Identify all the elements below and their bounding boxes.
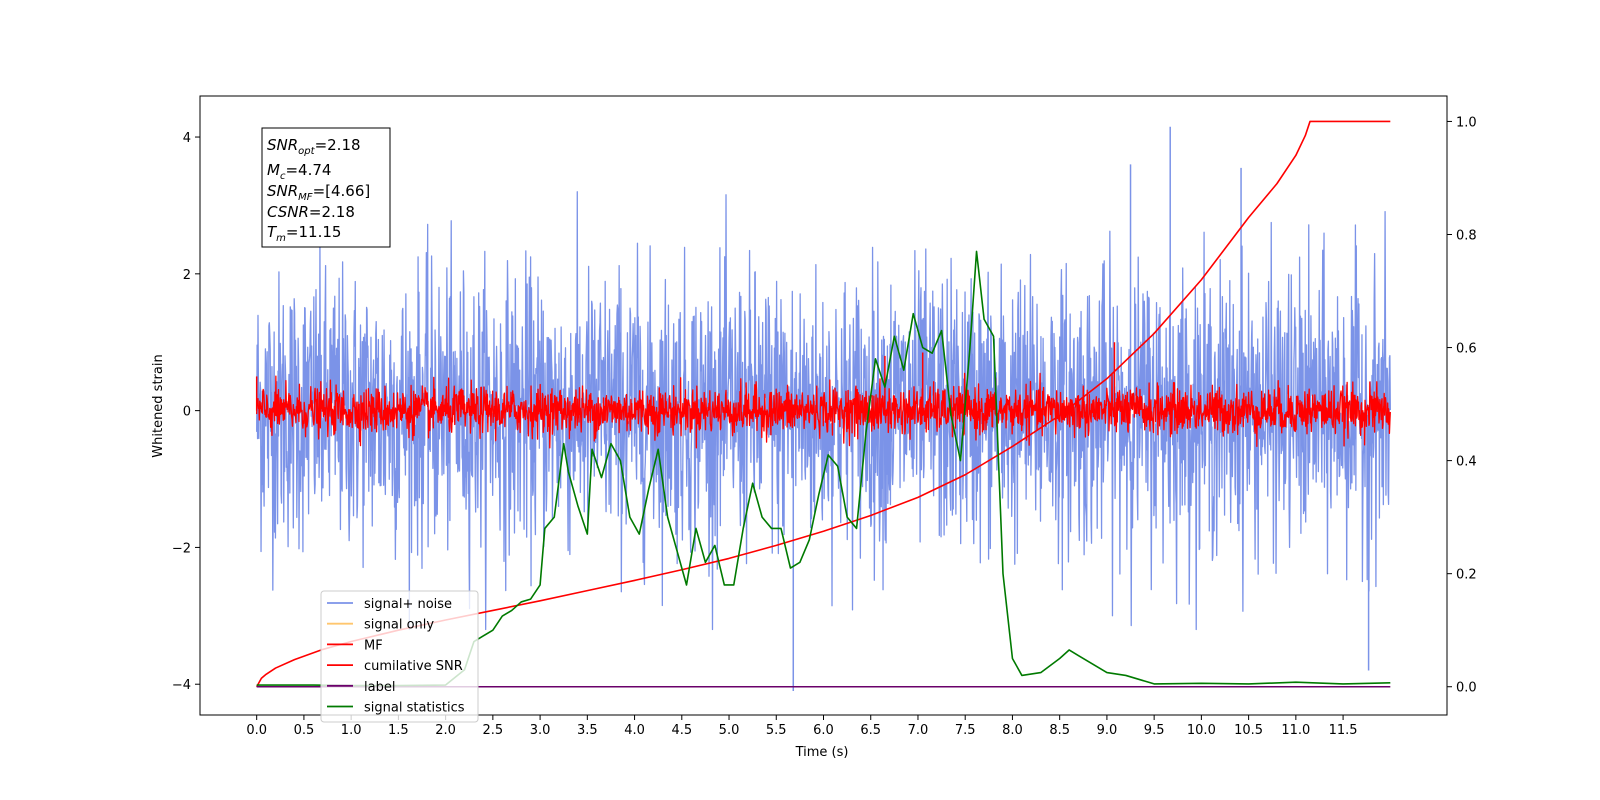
- x-tick-label: 8.5: [1049, 723, 1070, 738]
- y-left-tick-label: −4: [172, 678, 191, 693]
- mc-entry: Mc=4.74: [267, 161, 331, 182]
- x-tick-label: 1.5: [388, 723, 409, 738]
- series-line-mf: [256, 372, 1391, 449]
- y-right-tick-label: 0.4: [1456, 455, 1477, 470]
- x-tick-label: 0.5: [294, 723, 315, 738]
- x-tick-label: 11.0: [1281, 723, 1310, 738]
- x-tick-label: 6.5: [860, 723, 881, 738]
- tm-entry: Tm=11.15: [267, 223, 341, 244]
- y-left-tick-label: 2: [183, 268, 191, 283]
- x-tick-label: 7.5: [955, 723, 976, 738]
- x-tick-label: 11.5: [1329, 723, 1358, 738]
- y-right-tick-label: 0.0: [1456, 681, 1477, 696]
- x-tick-label: 10.5: [1234, 723, 1263, 738]
- series-layer: [255, 120, 1391, 692]
- stats-annotation: SNRopt=2.18 Mc=4.74 SNRMF=[4.66] CSNR=2.…: [261, 127, 391, 248]
- y-left-tick-label: 0: [183, 405, 191, 420]
- y-axis-title: Whitened strain: [151, 354, 166, 457]
- y-right-tick-label: 1.0: [1456, 115, 1477, 130]
- x-tick-label: 9.0: [1097, 723, 1118, 738]
- x-tick-label: 5.0: [719, 723, 740, 738]
- x-tick-label: 10.0: [1187, 723, 1216, 738]
- x-tick-label: 8.0: [1002, 723, 1023, 738]
- x-tick-label: 2.0: [435, 723, 456, 738]
- legend-label: MF: [364, 638, 383, 653]
- x-axis-title: Time (s): [795, 745, 849, 760]
- snr-mf-entry: SNRMF=[4.66]: [267, 182, 370, 203]
- csnr-entry: CSNR=2.18: [267, 203, 355, 221]
- x-tick-label: 6.0: [813, 723, 834, 738]
- x-tick-label: 7.0: [908, 723, 929, 738]
- x-tick-label: 3.5: [577, 723, 598, 738]
- y-left-tick-label: −2: [172, 541, 191, 556]
- y-left-tick-label: 4: [183, 131, 191, 146]
- snr-opt-entry: SNRopt=2.18: [267, 136, 361, 157]
- y-right-tick-label: 0.6: [1456, 342, 1477, 357]
- x-axis: 0.0 0.5 1.0 1.5 2.0 2.5 3.0 3.5 4.0 4.5 5.0 5.5 6.0 6…: [246, 715, 1358, 738]
- x-tick-label: 1.0: [341, 723, 362, 738]
- series-line-signal-statistics: [256, 250, 1391, 687]
- y-axis-right: 1.0 0.8 0.6 0.4 0.2 0.0: [1447, 115, 1477, 696]
- legend-label: cumilative SNR: [364, 659, 463, 674]
- x-tick-label: 5.5: [766, 723, 787, 738]
- legend-label: signal+ noise: [364, 597, 452, 612]
- y-axis-left: 4 2 0 −2 −4: [172, 131, 200, 693]
- y-right-tick-label: 0.8: [1456, 228, 1477, 243]
- x-tick-label: 4.5: [671, 723, 692, 738]
- x-tick-label: 4.0: [624, 723, 645, 738]
- legend-label: signal only: [364, 618, 434, 633]
- x-tick-label: 3.0: [530, 723, 551, 738]
- y-right-tick-label: 0.2: [1456, 568, 1477, 583]
- legend-label: signal statistics: [364, 701, 465, 716]
- x-tick-label: 0.0: [246, 723, 267, 738]
- legend-label: label: [364, 680, 395, 695]
- legend: signal+ noise signal only MF cumilative SNR…: [320, 590, 479, 723]
- x-tick-label: 9.5: [1144, 723, 1165, 738]
- x-tick-label: 2.5: [483, 723, 504, 738]
